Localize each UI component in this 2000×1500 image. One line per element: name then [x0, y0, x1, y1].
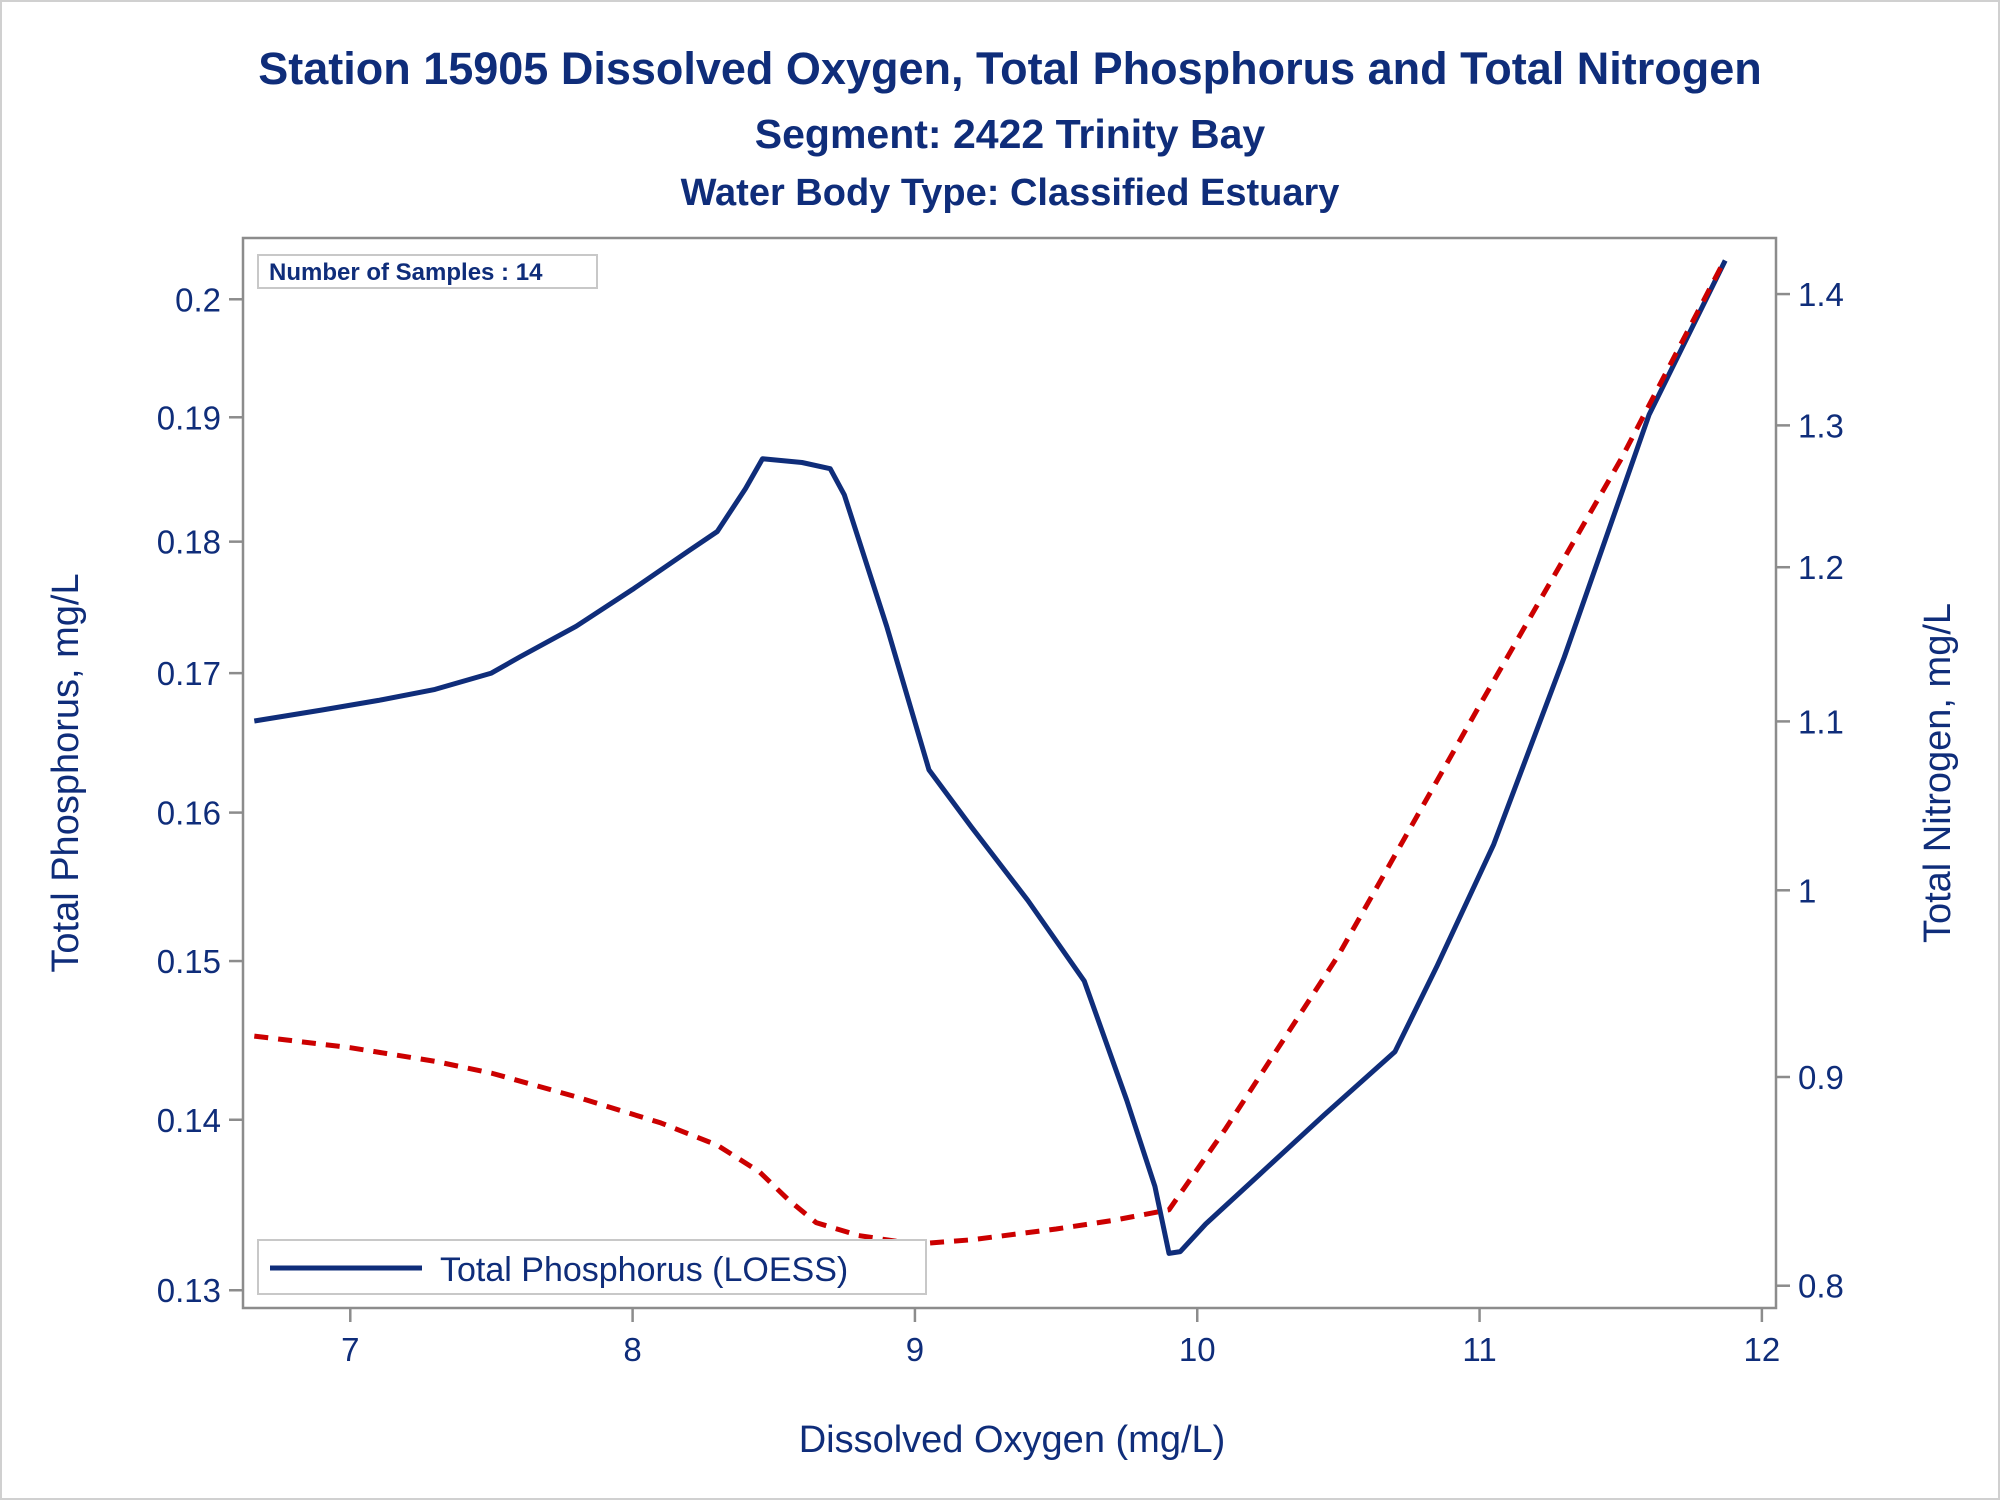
series-line-nitrogen — [254, 257, 1728, 1247]
y-tick-label: 0.2 — [175, 281, 221, 318]
chart-subtitle-waterbody: Water Body Type: Classified Estuary — [681, 172, 1340, 214]
x-axis: 7 8 9 10 11 12 — [341, 1308, 1780, 1368]
y2-tick-label: 1 — [1798, 872, 1816, 909]
legend-label-phosphorus: Total Phosphorus (LOESS) — [440, 1251, 848, 1289]
x-tick-label: 11 — [1462, 1331, 1496, 1368]
series-line-phosphorus — [253, 259, 1728, 1256]
y-tick-label: 0.13 — [157, 1272, 221, 1309]
y-axis-left: 0.13 0.14 0.15 0.16 0.17 0.18 0.19 0.2 — [157, 281, 243, 1309]
chart-title: Station 15905 Dissolved Oxygen, Total Ph… — [258, 43, 1762, 94]
y-tick-label: 0.16 — [157, 795, 221, 832]
x-tick-label: 7 — [341, 1331, 359, 1368]
x-tick-label: 10 — [1179, 1331, 1216, 1368]
y-axis-label: Total Phosphorus, mg/L — [45, 573, 87, 972]
chart-subtitle-segment: Segment: 2422 Trinity Bay — [755, 111, 1266, 157]
y-tick-label: 0.15 — [157, 943, 221, 980]
sample-count-text: Number of Samples : 14 — [269, 259, 543, 286]
x-axis-label: Dissolved Oxygen (mg/L) — [799, 1419, 1226, 1461]
y2-tick-label: 1.1 — [1798, 703, 1844, 740]
y-tick-label: 0.18 — [157, 524, 221, 561]
series-layer — [253, 257, 1728, 1256]
legend: Total Phosphorus (LOESS) — [257, 1239, 927, 1295]
y2-tick-label: 0.9 — [1798, 1059, 1844, 1096]
x-tick-label: 12 — [1744, 1331, 1781, 1368]
x-tick-label: 9 — [906, 1331, 924, 1368]
y2-tick-label: 1.3 — [1798, 407, 1844, 444]
y-tick-label: 0.14 — [157, 1102, 221, 1139]
sample-count-note: Number of Samples : 14 — [257, 254, 598, 289]
y-axis-right: 0.8 0.9 1 1.1 1.2 1.3 1.4 — [1776, 276, 1844, 1305]
y2-tick-label: 0.8 — [1798, 1268, 1844, 1305]
plot-area — [241, 236, 1778, 1310]
x-tick-label: 8 — [623, 1331, 641, 1368]
y2-tick-label: 1.4 — [1798, 276, 1844, 313]
y-tick-label: 0.19 — [157, 399, 221, 436]
y2-axis-label: Total Nitrogen, mg/L — [1917, 603, 1959, 943]
y2-tick-label: 1.2 — [1798, 549, 1844, 586]
y-tick-label: 0.17 — [157, 655, 221, 692]
